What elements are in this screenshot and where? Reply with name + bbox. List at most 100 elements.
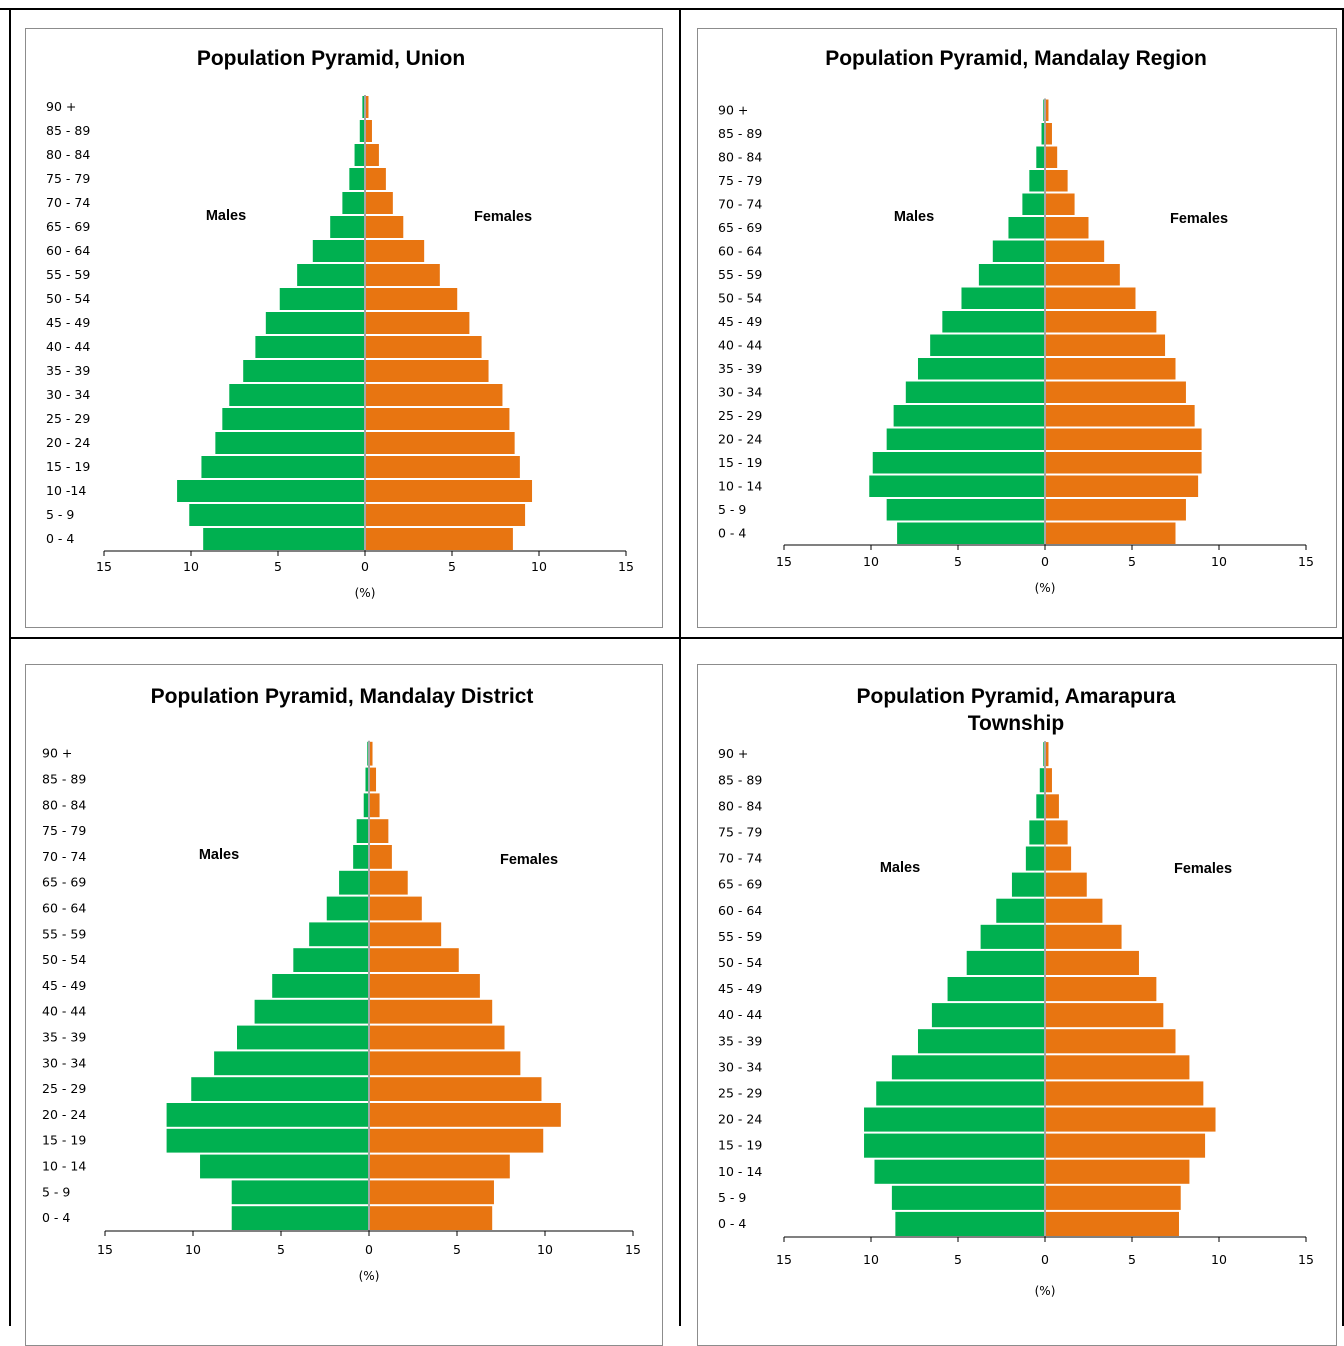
female-bar	[365, 528, 513, 550]
female-bar	[365, 456, 520, 478]
age-group-label: 90 +	[46, 99, 76, 114]
male-bar	[996, 898, 1045, 923]
x-tick-label: 15	[97, 1242, 113, 1257]
age-group-label: 30 - 34	[718, 1059, 762, 1074]
male-bar	[359, 120, 365, 142]
age-group-label: 10 - 14	[718, 478, 762, 493]
male-bar	[931, 1003, 1045, 1028]
female-bar	[1045, 381, 1186, 403]
male-bar	[1036, 794, 1045, 819]
x-tick-label: 15	[96, 559, 112, 574]
age-group-label: 15 - 19	[46, 459, 90, 474]
age-group-label: 0 - 4	[46, 531, 74, 546]
age-group-label: 45 - 49	[718, 981, 762, 996]
female-bar	[369, 1077, 542, 1101]
chart-svg: Population Pyramid, Amarapura Township 0 -…	[718, 685, 1314, 1298]
age-group-label: 65 - 69	[718, 877, 762, 892]
female-bar	[1045, 977, 1157, 1002]
male-bar	[297, 264, 365, 286]
age-group-label: 25 - 29	[718, 1085, 762, 1100]
age-group-label: 5 - 9	[718, 1190, 746, 1205]
male-bar	[191, 1077, 369, 1101]
female-bar	[1045, 499, 1186, 521]
male-bar	[353, 845, 369, 869]
age-group-label: 55 - 59	[46, 267, 90, 282]
age-group-label: 40 - 44	[46, 339, 90, 354]
age-group-label: 10 -14	[46, 483, 86, 498]
x-tick-label: 5	[274, 559, 282, 574]
female-bar	[1045, 820, 1068, 845]
chart-svg: Population Pyramid, Union 0 - 4 5 - 9 10 -1…	[46, 47, 634, 600]
female-bar	[1045, 872, 1087, 897]
female-bar	[1045, 898, 1103, 923]
chart-title-line-2: Township	[968, 712, 1064, 735]
male-bar	[309, 922, 369, 947]
chart-svg: Population Pyramid, Mandalay District 0 -…	[42, 685, 641, 1283]
male-bar	[947, 977, 1045, 1002]
x-tick-label: 5	[277, 1242, 285, 1257]
female-bar	[369, 999, 493, 1024]
females-label: Females	[1170, 211, 1228, 227]
male-bar	[166, 1103, 369, 1127]
age-group-label: 20 - 24	[42, 1107, 86, 1122]
age-group-label: 90 +	[718, 102, 748, 117]
x-axis-label: (%)	[1035, 1284, 1056, 1298]
male-bar	[354, 144, 365, 166]
female-bar	[1045, 287, 1136, 309]
female-bar	[1045, 846, 1072, 871]
male-bar	[254, 999, 369, 1024]
female-bar	[1045, 950, 1139, 975]
males-label: Males	[880, 860, 920, 876]
male-bar	[874, 1159, 1045, 1184]
x-tick-label: 10	[531, 559, 547, 574]
male-bar	[980, 924, 1045, 949]
chart-title: Population Pyramid, Mandalay District	[151, 685, 534, 708]
x-tick-label: 0	[1041, 1252, 1049, 1267]
age-group-label: 45 - 49	[718, 314, 762, 329]
male-bar	[214, 1051, 369, 1076]
male-bar	[891, 1185, 1045, 1210]
male-bar	[869, 475, 1045, 497]
female-bar	[365, 360, 489, 382]
chart-svg: Population Pyramid, Mandalay Region 0 - 4…	[718, 47, 1314, 595]
male-bar	[1022, 193, 1045, 215]
age-group-label: 75 - 79	[718, 173, 762, 188]
x-axis-label: (%)	[355, 586, 376, 600]
female-bar	[1045, 475, 1199, 497]
male-bar	[243, 360, 365, 382]
chart-mandalay-district: Population Pyramid, Mandalay District 0 -…	[25, 664, 663, 1346]
male-bar	[930, 334, 1045, 356]
female-bar	[1045, 742, 1049, 767]
male-bar	[895, 1211, 1045, 1236]
male-bar	[978, 264, 1045, 286]
female-bar	[365, 168, 386, 190]
female-bar	[365, 432, 515, 454]
female-bar	[369, 1206, 493, 1230]
age-group-label: 15 - 19	[718, 1138, 762, 1153]
age-group-label: 90 +	[42, 746, 72, 761]
x-tick-label: 15	[618, 559, 634, 574]
female-bar	[1045, 452, 1202, 474]
age-group-label: 25 - 29	[42, 1081, 86, 1096]
female-bar	[1045, 1003, 1164, 1028]
male-bar	[1011, 872, 1045, 897]
chart-title: Population Pyramid, Mandalay Region	[825, 47, 1207, 70]
age-group-label: 70 - 74	[718, 196, 762, 211]
female-bar	[1045, 1185, 1181, 1210]
age-group-label: 35 - 39	[42, 1030, 86, 1045]
age-group-label: 75 - 79	[46, 171, 90, 186]
females-label: Females	[500, 852, 558, 868]
age-group-label: 25 - 29	[718, 408, 762, 423]
female-bar	[1045, 99, 1049, 121]
female-bar	[369, 1154, 510, 1179]
age-group-label: 90 +	[718, 746, 748, 761]
age-group-label: 40 - 44	[718, 1007, 762, 1022]
age-group-label: 75 - 79	[42, 823, 86, 838]
x-tick-label: 10	[185, 1242, 201, 1257]
x-tick-label: 10	[1211, 554, 1227, 569]
x-tick-label: 0	[1041, 554, 1049, 569]
age-group-label: 85 - 89	[718, 772, 762, 787]
female-bar	[369, 793, 380, 818]
female-bar	[1045, 146, 1058, 168]
age-group-label: 55 - 59	[718, 267, 762, 282]
